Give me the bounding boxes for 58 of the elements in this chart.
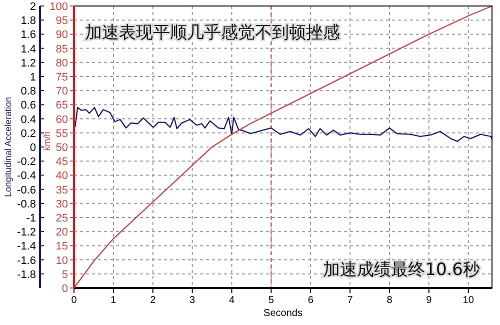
y2-tick-label: 65 (56, 100, 68, 112)
y2-tick-label: 100 (50, 1, 68, 13)
y-tick-label: 0.2 (20, 128, 36, 140)
x-tick-label: 9 (426, 295, 432, 306)
y-tick-label: -0.2 (17, 156, 36, 168)
y2-tick-label: 5 (62, 268, 68, 281)
y2-tick-label: 80 (56, 57, 68, 70)
y-axis-title: Longitudinal Acceleration (3, 96, 13, 198)
y2-tick-label: 50 (56, 142, 68, 154)
y-tick-label: -1 (26, 212, 36, 224)
y2-tick-label: 35 (56, 184, 68, 196)
y2-tick-label: 75 (56, 72, 68, 84)
x-tick-label: 7 (347, 295, 354, 306)
y-tick-label: -1.2 (17, 226, 36, 239)
x-tick-label: 5 (268, 295, 274, 306)
x-tick-label: 2 (150, 295, 156, 306)
x-tick-label: 3 (190, 295, 196, 306)
y2-tick-label: 90 (56, 29, 68, 42)
y-tick-label: 0.8 (20, 86, 36, 98)
y-tick-label: 1.8 (20, 15, 36, 28)
y2-tick-label: 15 (56, 240, 68, 253)
y2-tick-label: 25 (56, 212, 68, 224)
annotation: 加速成绩最终10.6秒 (323, 260, 480, 280)
x-tick-label: 4 (228, 295, 235, 306)
y-tick-label: 1.6 (20, 29, 36, 42)
x-tick-label: 0 (71, 295, 78, 306)
y2-tick-label: 10 (56, 254, 68, 267)
y-tick-label: 1.4 (20, 43, 36, 56)
y2-tick-label: 30 (56, 198, 68, 210)
y-tick-label: 1.2 (20, 57, 36, 70)
y2-tick-label: 45 (56, 156, 68, 168)
y-tick-label: 2 (30, 1, 36, 13)
y-tick-label: -0.4 (17, 170, 36, 182)
y-tick-label: -1.6 (17, 254, 36, 267)
y2-tick-label: 0 (62, 283, 68, 295)
line-series (74, 106, 493, 142)
y2-tick-label: 55 (56, 128, 68, 140)
y-tick-label: -1.8 (17, 268, 36, 281)
x-tick-label: 8 (386, 295, 393, 306)
x-tick-label: 1 (110, 295, 117, 306)
x-axis-title: Seconds (264, 308, 302, 319)
annotation: 加速表现平顺几乎感觉不到顿挫感 (85, 23, 340, 43)
x-tick-label: 10 (462, 295, 474, 306)
y-tick-label: 0.4 (20, 114, 36, 126)
y2-tick-label: 85 (56, 43, 68, 56)
y-tick-label: -0.6 (17, 184, 36, 196)
y-tick-label: 1 (30, 72, 36, 84)
y2-tick-label: 40 (56, 170, 68, 182)
y2-tick-label: 95 (56, 15, 68, 28)
y2-tick-label: 60 (56, 114, 68, 126)
y-tick-label: 0.6 (20, 100, 36, 112)
y2-tick-label: 70 (56, 86, 68, 98)
y-tick-label: 0 (30, 142, 36, 154)
y2-axis-title: km/h (42, 131, 52, 151)
y2-tick-label: 20 (56, 226, 68, 239)
y-tick-label: -1.4 (17, 240, 36, 253)
y-tick-label: -0.8 (17, 198, 36, 210)
x-tick-label: 6 (308, 295, 314, 306)
